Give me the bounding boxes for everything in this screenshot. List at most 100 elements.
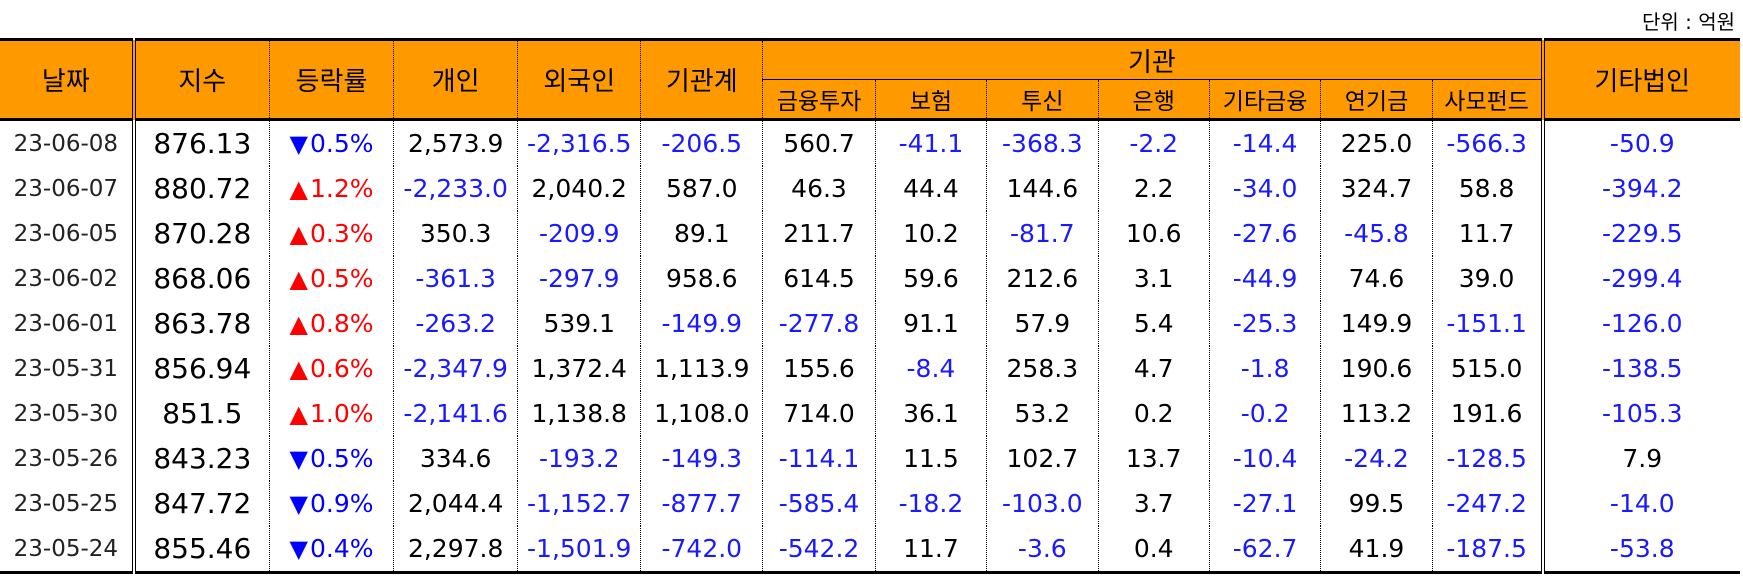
change-value: 0.4% — [310, 534, 374, 563]
trust-cell: 258.3 — [986, 346, 1099, 391]
index-cell: 868.06 — [153, 262, 252, 295]
change-cell: ▼0.5% — [268, 119, 394, 166]
inst-total-cell: -149.9 — [640, 301, 763, 346]
pension-cell: 149.9 — [1320, 301, 1433, 346]
foreign-cell: -193.2 — [517, 436, 641, 481]
change-value: 0.6% — [310, 354, 374, 383]
change-value: 0.8% — [310, 309, 374, 338]
change-cell: ▼0.9% — [268, 481, 394, 526]
change-value: 0.5% — [310, 264, 374, 293]
table-row: 23-06-08 876.13 ▼0.5% 2,573.9 -2,316.5 -206.5… — [0, 119, 1740, 166]
date-cell: 23-05-31 — [0, 346, 136, 391]
date-cell: 23-06-01 — [0, 301, 136, 346]
pension-cell: -45.8 — [1320, 211, 1433, 256]
insurance-cell: 91.1 — [874, 301, 987, 346]
trust-cell: -3.6 — [986, 526, 1099, 574]
insurance-cell: 11.5 — [874, 436, 987, 481]
trust-cell: 53.2 — [986, 391, 1099, 436]
trust-cell: -103.0 — [986, 481, 1099, 526]
other-corp-cell: -229.5 — [1540, 211, 1740, 256]
other-fin-cell: -14.4 — [1208, 119, 1321, 166]
bank-cell: 13.7 — [1097, 436, 1210, 481]
foreign-cell: -2,316.5 — [517, 119, 641, 166]
pension-cell: 99.5 — [1320, 481, 1433, 526]
change-cell: ▲0.5% — [268, 256, 394, 301]
header-bank: 은행 — [1097, 79, 1210, 121]
date-cell: 23-06-07 — [0, 166, 136, 211]
pension-cell: 113.2 — [1320, 391, 1433, 436]
header-other-corp: 기타법인 — [1540, 38, 1740, 121]
fin-invest-cell: 46.3 — [762, 166, 876, 211]
header-index: 지수 — [133, 38, 270, 121]
triangle-up-icon: ▲ — [289, 400, 308, 428]
header-pef: 사모펀드 — [1431, 79, 1543, 121]
index-cell: 847.72 — [153, 487, 252, 520]
trust-cell: -368.3 — [986, 119, 1099, 166]
fin-invest-cell: 211.7 — [762, 211, 876, 256]
other-corp-cell: -50.9 — [1540, 119, 1740, 166]
other-corp-cell: -126.0 — [1540, 301, 1740, 346]
triangle-down-icon: ▼ — [289, 490, 308, 518]
other-fin-cell: -10.4 — [1208, 436, 1321, 481]
unit-label: 단위 : 억원 — [1641, 10, 1735, 34]
bank-cell: 2.2 — [1097, 166, 1210, 211]
fin-invest-cell: -277.8 — [762, 301, 876, 346]
bank-cell: 0.2 — [1097, 391, 1210, 436]
inst-total-cell: 587.0 — [640, 166, 763, 211]
triangle-down-icon: ▼ — [289, 130, 308, 158]
inst-total-cell: 1,108.0 — [640, 391, 763, 436]
other-corp-cell: -394.2 — [1540, 166, 1740, 211]
other-fin-cell: -62.7 — [1208, 526, 1321, 574]
triangle-down-icon: ▼ — [289, 445, 308, 473]
triangle-up-icon: ▲ — [289, 175, 308, 203]
bank-cell: 0.4 — [1097, 526, 1210, 574]
header-fin-invest: 금융투자 — [762, 79, 876, 121]
other-fin-cell: -25.3 — [1208, 301, 1321, 346]
change-cell: ▼0.4% — [268, 526, 394, 574]
foreign-cell: 2,040.2 — [517, 166, 641, 211]
change-cell: ▲0.6% — [268, 346, 394, 391]
change-value: 0.5% — [310, 444, 374, 473]
triangle-up-icon: ▲ — [289, 310, 308, 338]
bank-cell: 10.6 — [1097, 211, 1210, 256]
inst-total-cell: -206.5 — [640, 119, 763, 166]
pension-cell: 74.6 — [1320, 256, 1433, 301]
header-individual: 개인 — [393, 38, 518, 121]
change-value: 0.9% — [310, 489, 374, 518]
bank-cell: 3.7 — [1097, 481, 1210, 526]
fin-invest-cell: 614.5 — [762, 256, 876, 301]
individual-cell: 2,044.4 — [393, 481, 518, 526]
header-pension: 연기금 — [1320, 79, 1433, 121]
other-fin-cell: -1.8 — [1208, 346, 1321, 391]
individual-cell: 350.3 — [393, 211, 518, 256]
date-cell: 23-06-08 — [0, 119, 136, 166]
index-cell: 876.13 — [153, 127, 252, 160]
triangle-down-icon: ▼ — [289, 535, 308, 563]
fin-invest-cell: -585.4 — [762, 481, 876, 526]
foreign-cell: -1,152.7 — [517, 481, 641, 526]
change-cell: ▲1.2% — [268, 166, 394, 211]
index-cell: 855.46 — [133, 526, 270, 574]
individual-cell: -2,347.9 — [393, 346, 518, 391]
foreign-cell: 1,138.8 — [517, 391, 641, 436]
header-change: 등락률 — [268, 38, 394, 121]
individual-cell: -361.3 — [393, 256, 518, 301]
fin-invest-cell: 560.7 — [762, 119, 876, 166]
pension-cell: 324.7 — [1320, 166, 1433, 211]
header-foreign: 외국인 — [517, 38, 641, 121]
change-value: 0.3% — [310, 219, 374, 248]
table-row: 23-06-01 863.78 ▲0.8% -263.2 539.1 -149.9 -277… — [0, 301, 1740, 346]
individual-cell: 2,297.8 — [393, 526, 518, 574]
trust-cell: 57.9 — [986, 301, 1099, 346]
date-cell: 23-05-25 — [0, 481, 136, 526]
other-corp-cell: 7.9 — [1540, 436, 1740, 481]
date-cell: 23-06-02 — [0, 256, 136, 301]
pension-cell: -24.2 — [1320, 436, 1433, 481]
date-cell: 23-05-26 — [0, 436, 136, 481]
header-institution: 기관 — [762, 38, 1543, 80]
inst-total-cell: -149.3 — [640, 436, 763, 481]
insurance-cell: 10.2 — [874, 211, 987, 256]
insurance-cell: -18.2 — [874, 481, 987, 526]
change-value: 0.5% — [310, 129, 374, 158]
header-inst-total: 기관계 — [640, 38, 763, 121]
